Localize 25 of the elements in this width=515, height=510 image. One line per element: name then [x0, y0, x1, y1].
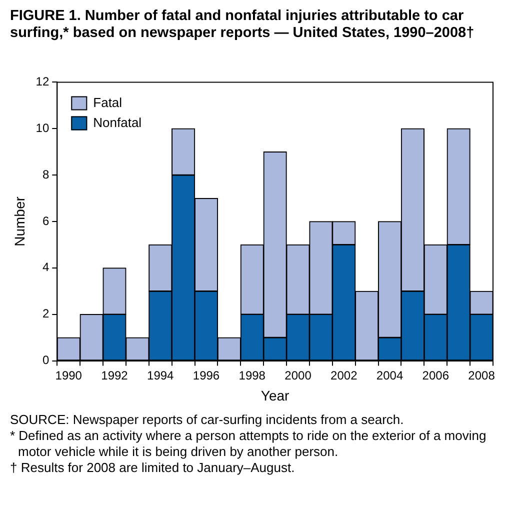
text: * Defined as an activity where a person attempts to ride on the exterior of a moving motor vehicle while it is being driven by another person.	[10, 428, 488, 460]
x-tick-label: 1998	[238, 368, 266, 382]
y-axis-title: Number	[11, 196, 28, 246]
y-tick-label: 4	[42, 260, 50, 274]
y-tick-label: 0	[42, 353, 50, 368]
x-tick-label: 1990	[55, 368, 82, 382]
source-note: SOURCE: Newspaper reports of car-surfing incidents from a search.	[10, 412, 405, 428]
text: † Results for 2008 are limited to January–August.	[10, 460, 296, 476]
x-axis-title: Year	[260, 387, 290, 404]
y-tick-label: 8	[42, 167, 50, 182]
legend-label: Fatal	[93, 94, 122, 110]
x-tick-label: 1996	[192, 368, 220, 382]
y-tick-label: 10	[36, 120, 50, 135]
y-tick-label: 6	[42, 214, 50, 228]
x-tick-label: 2006	[422, 368, 450, 382]
chart-title: FIGURE 1. Number of fatal and nonfatal injuries attributable to car surfing,* based on newspaper reports — United States, 1990–2008†	[10, 8, 476, 42]
x-tick-label: 2002	[330, 368, 358, 382]
legend-label: Nonfatal	[93, 114, 142, 130]
x-tick-label: 2000	[284, 368, 312, 382]
x-tick-label: 1994	[147, 368, 174, 382]
y-tick-label: 12	[36, 74, 50, 89]
y-tick-label: 2	[42, 306, 50, 321]
x-tick-label: 2008	[468, 368, 496, 382]
x-tick-label: 1992	[101, 368, 128, 382]
x-tick-label: 2004	[376, 368, 404, 382]
